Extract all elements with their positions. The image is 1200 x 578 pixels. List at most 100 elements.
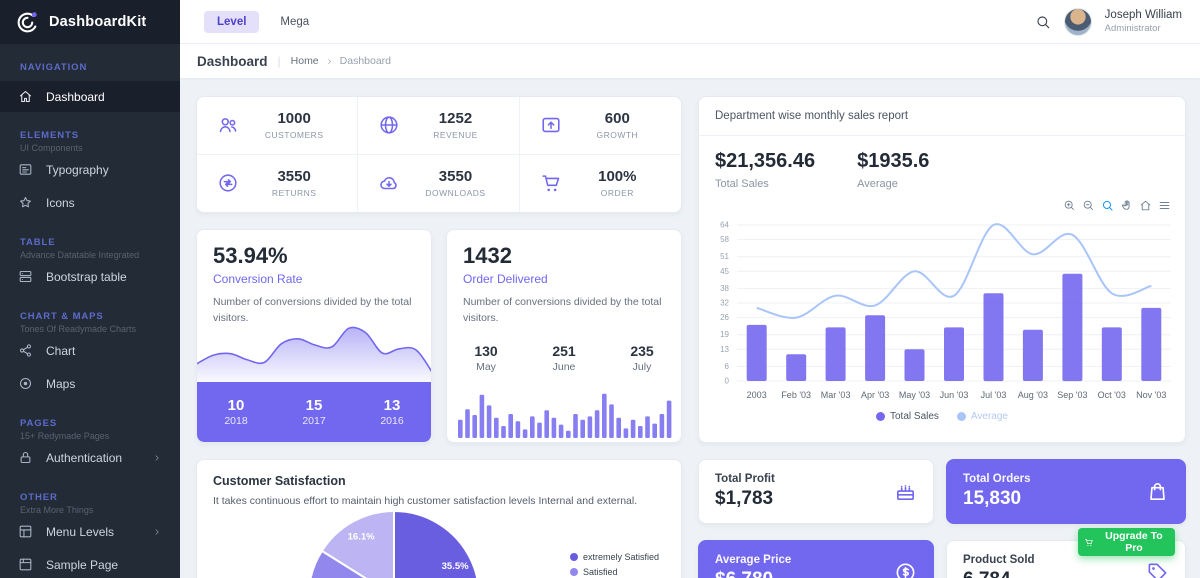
pan-icon[interactable]	[1120, 199, 1133, 212]
svg-text:Mar '03: Mar '03	[821, 390, 851, 400]
legend-label: Average	[970, 411, 1008, 422]
typography-icon	[18, 162, 33, 177]
legend-dot	[569, 553, 578, 561]
sidebar-item-sample-page[interactable]: Sample Page	[0, 548, 180, 578]
shopping-bag-icon	[1146, 480, 1169, 503]
sidebar: DashboardKit NAVIGATION Dashboard ELEMEN…	[0, 0, 180, 578]
legend-extremely-satisfied[interactable]: extremely Satisfied	[569, 552, 659, 562]
topbar: Level Mega Joseph William Administrator	[180, 0, 1200, 44]
month-value: 130	[474, 342, 498, 359]
mini-card-title: Total Profit	[715, 473, 775, 485]
month-label: May	[476, 360, 496, 373]
selection-zoom-icon[interactable]	[1101, 199, 1114, 212]
brand-name: DashboardKit	[49, 14, 147, 30]
stat-value: 100%	[598, 168, 637, 186]
sales-stats: $21,356.46 Total Sales $1935.6 Average	[699, 136, 1185, 190]
page-title: Dashboard	[197, 53, 268, 69]
footer-year: 2018	[224, 415, 248, 427]
sales-legend: Total Sales Average	[699, 411, 1185, 422]
order-delivered-card: 1432 Order Delivered Number of conversio…	[446, 229, 682, 443]
zoom-out-icon[interactable]	[1082, 199, 1095, 212]
nav-caption-sub: Advance Datatable Integrated	[20, 250, 140, 260]
reset-zoom-icon[interactable]	[1139, 199, 1152, 212]
sidebar-item-bootstrap-table[interactable]: Bootstrap table	[0, 260, 180, 293]
mini-card-title: Total Orders	[963, 473, 1031, 485]
conversion-area-chart	[197, 326, 431, 382]
stat-order: 100% ORDER	[520, 155, 681, 213]
nav-caption-sub: Extra More Things	[20, 505, 94, 515]
nav-caption-chart-maps: CHART & MAPS	[20, 311, 104, 322]
conversion-rate-card: 53.94% Conversion Rate Number of convers…	[196, 229, 432, 443]
sidebar-item-menu-levels[interactable]: Menu Levels	[0, 515, 180, 548]
tab-level[interactable]: Level	[204, 10, 260, 33]
svg-text:38: 38	[720, 284, 729, 293]
sidebar-item-dashboard[interactable]: Dashboard	[0, 81, 180, 112]
brand[interactable]: DashboardKit	[0, 0, 180, 44]
avatar[interactable]	[1063, 7, 1092, 36]
conversion-description: Number of conversions divided by the tot…	[213, 296, 412, 324]
sidebar-item-authentication[interactable]: Authentication	[0, 441, 180, 474]
orders-label: Order Delivered	[463, 272, 548, 286]
sidebar-item-maps[interactable]: Maps	[0, 367, 180, 400]
user-name: Joseph William	[1104, 9, 1182, 22]
breadcrumb-current: Dashboard	[339, 55, 392, 67]
table-icon	[18, 269, 33, 284]
average-label: Average	[857, 178, 898, 190]
svg-text:Jun '03: Jun '03	[940, 390, 969, 400]
cart-icon	[1084, 537, 1094, 548]
legend-average[interactable]: Average	[956, 411, 1008, 422]
sample-page-icon	[18, 557, 33, 572]
legend-dot	[876, 412, 885, 421]
satisfaction-description: It takes continuous effort to maintain h…	[213, 495, 638, 507]
svg-text:2003: 2003	[747, 390, 767, 400]
upgrade-to-pro-button[interactable]: Upgrade To Pro	[1078, 528, 1175, 556]
star-icon	[18, 195, 33, 210]
nav-caption-elements: ELEMENTS	[20, 130, 79, 141]
stat-label: CUSTOMERS	[264, 130, 324, 141]
svg-text:Nov '03: Nov '03	[1136, 390, 1166, 400]
user-menu[interactable]: Joseph William Administrator	[1105, 8, 1182, 34]
sidebar-item-chart[interactable]: Chart	[0, 334, 180, 367]
legend-total-sales[interactable]: Total Sales	[876, 411, 939, 422]
legend-label: Satisfied	[582, 567, 618, 577]
month-value: 235	[630, 342, 654, 359]
sidebar-item-label: Sample Page	[46, 557, 119, 572]
svg-text:26: 26	[720, 313, 729, 322]
sidebar-item-icons[interactable]: Icons	[0, 186, 180, 219]
tab-mega[interactable]: Mega	[280, 15, 310, 28]
zoom-in-icon[interactable]	[1063, 199, 1076, 212]
nav-caption-other: OTHER	[20, 492, 58, 503]
legend-satisfied[interactable]: Satisfied	[569, 567, 659, 577]
sidebar-item-label: Typography	[46, 162, 109, 177]
svg-text:Apr '03: Apr '03	[861, 390, 889, 400]
svg-text:35.5%: 35.5%	[442, 561, 469, 572]
stat-returns: 3550 RETURNS	[197, 154, 359, 212]
svg-text:19: 19	[720, 330, 729, 339]
stat-value: 3550	[277, 168, 311, 186]
chart-menu-icon[interactable]	[1158, 199, 1171, 212]
stat-label: GROWTH	[596, 130, 639, 141]
svg-text:Aug '03: Aug '03	[1018, 390, 1048, 400]
nav-caption-table: TABLE	[20, 237, 56, 248]
svg-text:6: 6	[725, 362, 730, 371]
breadcrumb-home[interactable]: Home	[290, 55, 319, 67]
conversion-label: Conversion Rate	[213, 272, 303, 286]
svg-text:58: 58	[720, 235, 729, 244]
map-pin-icon	[18, 376, 33, 391]
nav-caption-sub: Tones Of Readymade Charts	[20, 324, 137, 334]
lock-icon	[18, 450, 33, 465]
svg-text:0: 0	[725, 377, 730, 386]
sidebar-item-typography[interactable]: Typography	[0, 153, 180, 186]
customer-satisfaction-card: Customer Satisfaction It takes continuou…	[196, 459, 682, 578]
sales-report-card: Department wise monthly sales report $21…	[698, 96, 1186, 443]
stat-value: 600	[604, 110, 630, 128]
footer-value: 15	[305, 397, 323, 414]
svg-text:32: 32	[720, 299, 729, 308]
satisfaction-pie-chart: 35.5% 16.1%	[309, 509, 479, 578]
mini-card-title: Product Sold	[963, 554, 1035, 566]
search-icon[interactable]	[1035, 14, 1051, 30]
svg-text:Jul '03: Jul '03	[981, 390, 1007, 400]
sales-bar-line-chart: 0 6 13 19 26 32 38 45 51 58 64 2003 Feb '03 Mar '03 Ap…	[720, 221, 1171, 400]
average-value: $1935.6	[857, 150, 930, 172]
